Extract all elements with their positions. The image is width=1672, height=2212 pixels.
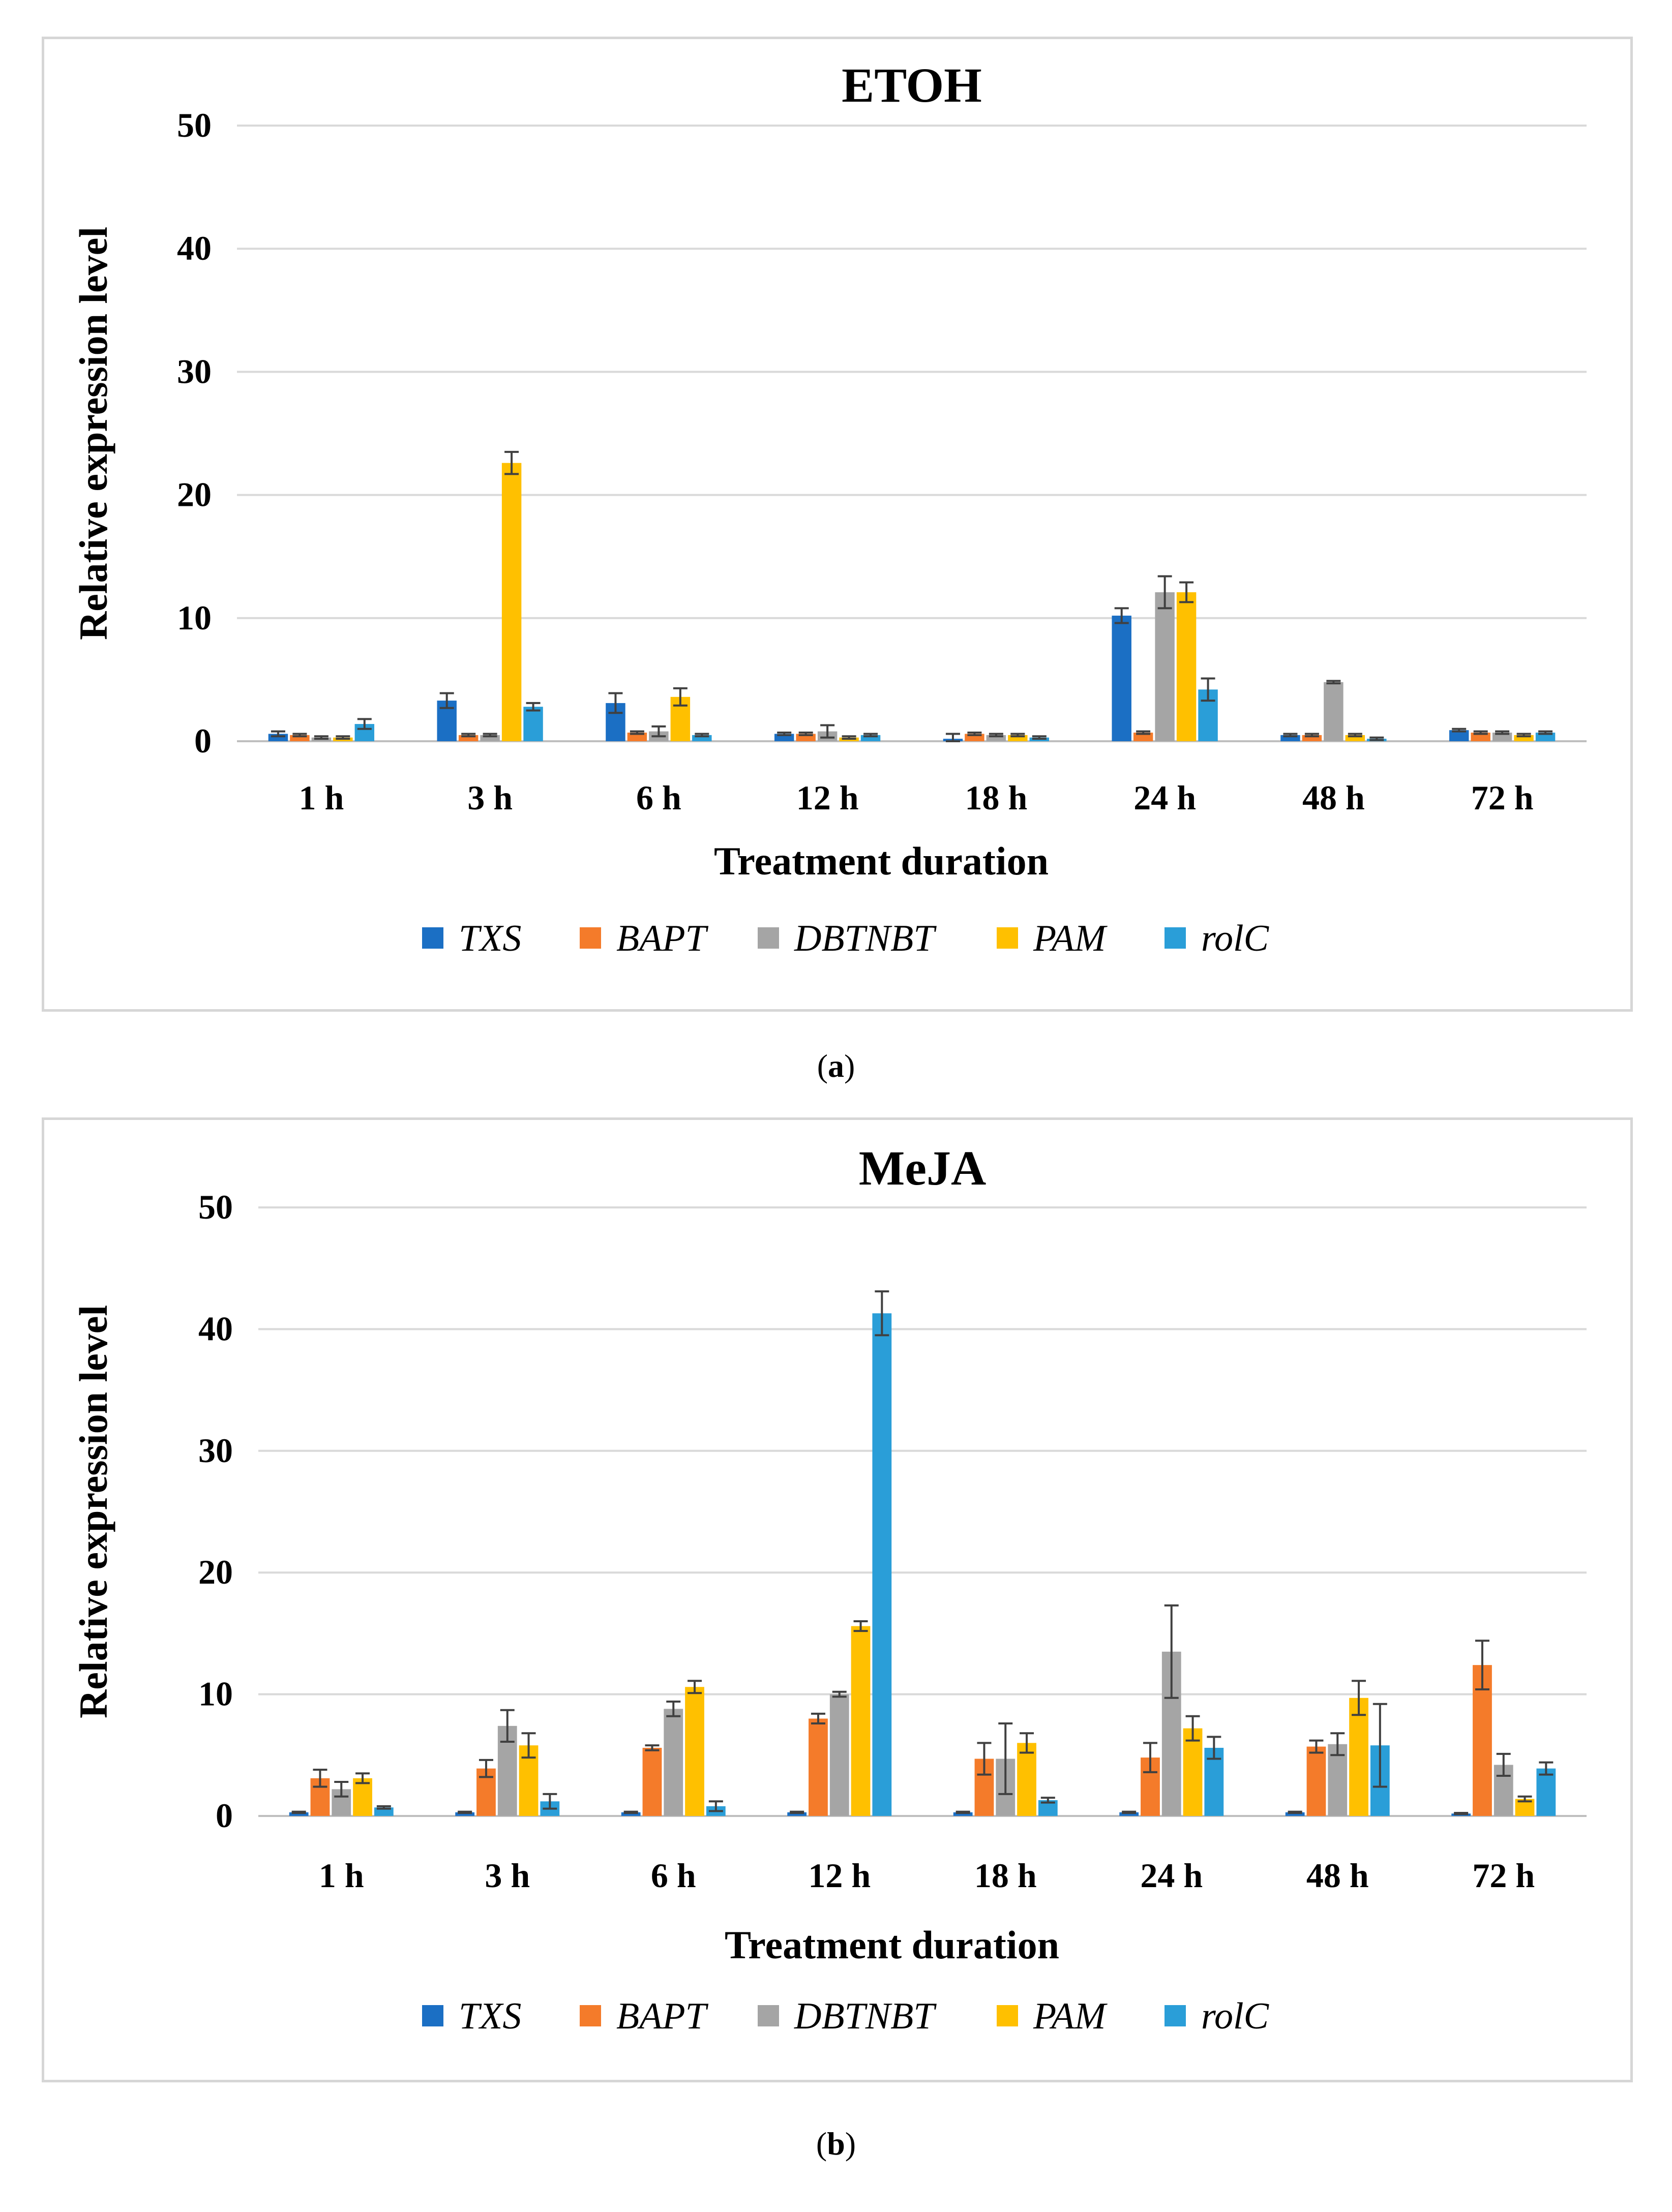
bar-txs: [621, 1812, 641, 1816]
bar-txs: [1285, 1812, 1305, 1816]
bar-bapt: [1306, 1746, 1326, 1816]
x-tick-label: 24 h: [1140, 1856, 1203, 1895]
legend-swatch-rolc: [1165, 927, 1186, 949]
x-tick-label: 18 h: [974, 1856, 1037, 1895]
bar-pam: [1176, 592, 1197, 741]
legend-label-txs: TXS: [459, 1995, 521, 2037]
legend-label-rolc: rolC: [1201, 1995, 1270, 2037]
legend-swatch-txs: [422, 2005, 443, 2026]
bar-txs: [455, 1812, 475, 1816]
chart-title: MeJA: [859, 1141, 987, 1195]
caption-b: (b): [816, 2126, 856, 2162]
legend-label-pam: PAM: [1033, 918, 1108, 959]
x-tick-label: 48 h: [1302, 778, 1365, 817]
y-tick-label: 20: [177, 475, 212, 514]
bar-pam: [353, 1778, 372, 1816]
legend-label-dbtnbt: DBTNBT: [794, 1995, 937, 2037]
bar-rolc: [872, 1313, 892, 1816]
bar-pam: [501, 463, 522, 741]
legend-swatch-bapt: [580, 2005, 601, 2026]
x-axis-label: Treatment duration: [725, 1923, 1059, 1967]
bar-pam: [1183, 1728, 1203, 1816]
x-tick-label: 48 h: [1306, 1856, 1369, 1895]
legend-label-bapt: BAPT: [616, 918, 709, 959]
y-tick-label: 40: [198, 1309, 233, 1348]
bar-pam: [1349, 1698, 1368, 1816]
x-tick-label: 24 h: [1133, 778, 1196, 817]
bar-txs: [1112, 615, 1131, 741]
legend-label-rolc: rolC: [1201, 918, 1270, 959]
legend-label-txs: TXS: [459, 918, 521, 959]
y-tick-label: 30: [177, 352, 212, 390]
legend-label-bapt: BAPT: [616, 1995, 709, 2037]
bar-dbtnbt: [664, 1709, 683, 1816]
chart-title: ETOH: [842, 58, 982, 112]
y-tick-label: 40: [177, 229, 212, 267]
x-tick-label: 18 h: [965, 778, 1027, 817]
x-tick-label: 12 h: [808, 1856, 871, 1895]
bar-txs: [1449, 730, 1469, 741]
bar-pam: [685, 1687, 704, 1816]
y-axis-label: Relative expression level: [71, 1305, 115, 1718]
legend-label-dbtnbt: DBTNBT: [794, 918, 937, 959]
bar-pam: [1017, 1743, 1036, 1816]
y-axis-label: Relative expression level: [71, 227, 115, 640]
bar-dbtnbt: [1324, 682, 1343, 741]
bar-dbtnbt: [829, 1694, 849, 1816]
x-tick-label: 1 h: [298, 778, 344, 817]
legend-swatch-pam: [997, 927, 1018, 949]
y-tick-label: 50: [177, 106, 212, 144]
bar-rolc: [523, 707, 543, 741]
panel-a-frame: [42, 37, 1633, 1012]
bar-pam: [851, 1626, 871, 1816]
x-tick-label: 12 h: [796, 778, 859, 817]
bar-bapt: [809, 1718, 828, 1816]
y-tick-label: 0: [194, 721, 212, 760]
legend-label-pam: PAM: [1033, 1995, 1108, 2037]
legend-swatch-bapt: [580, 927, 601, 949]
x-tick-label: 1 h: [319, 1856, 364, 1895]
caption-a: (a): [817, 1048, 855, 1084]
legend-swatch-dbtnbt: [758, 2005, 779, 2026]
x-tick-label: 3 h: [485, 1856, 530, 1895]
bar-txs: [289, 1812, 309, 1816]
x-tick-label: 6 h: [636, 778, 681, 817]
legend-swatch-rolc: [1165, 2005, 1186, 2026]
y-tick-label: 0: [216, 1796, 233, 1835]
legend-swatch-txs: [422, 927, 443, 949]
bar-rolc: [1536, 1768, 1556, 1816]
y-tick-label: 50: [198, 1188, 233, 1226]
panel-b-frame: [42, 1117, 1633, 2082]
y-tick-label: 10: [177, 598, 212, 637]
y-tick-label: 10: [198, 1675, 233, 1713]
bar-bapt: [642, 1747, 662, 1816]
x-tick-label: 6 h: [651, 1856, 696, 1895]
bar-dbtnbt: [1155, 592, 1175, 741]
legend-swatch-pam: [997, 2005, 1018, 2026]
bar-txs: [1119, 1812, 1139, 1816]
bar-txs: [953, 1812, 973, 1816]
y-tick-label: 30: [198, 1431, 233, 1470]
bar-txs: [787, 1812, 807, 1816]
y-tick-label: 20: [198, 1553, 233, 1591]
x-tick-label: 72 h: [1471, 778, 1534, 817]
legend-swatch-dbtnbt: [758, 927, 779, 949]
x-tick-label: 3 h: [467, 778, 513, 817]
x-tick-label: 72 h: [1472, 1856, 1535, 1895]
x-axis-label: Treatment duration: [714, 839, 1049, 883]
